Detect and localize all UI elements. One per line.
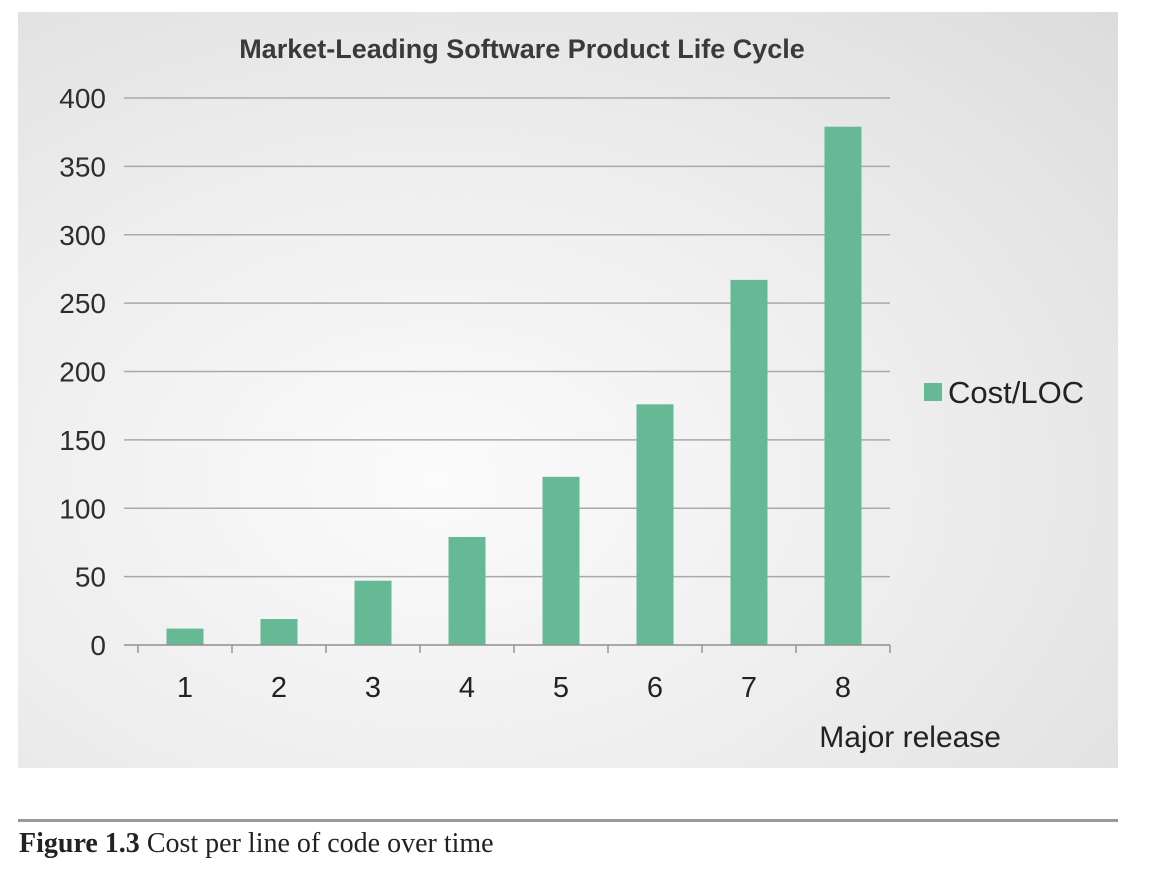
y-axis-tick-labels: 0 50 100 150 200 250 300 350 400 bbox=[59, 83, 106, 661]
legend-swatch-cost-loc bbox=[924, 383, 942, 401]
x-tick-label: 1 bbox=[177, 672, 193, 704]
x-tick-label: 2 bbox=[271, 672, 287, 704]
y-tick-label: 50 bbox=[75, 562, 106, 593]
legend-label-cost-loc: Cost/LOC bbox=[948, 375, 1084, 410]
bar-release-5 bbox=[542, 476, 580, 645]
bar-release-1 bbox=[166, 628, 204, 645]
x-axis bbox=[124, 644, 891, 653]
y-tick-label: 0 bbox=[90, 630, 106, 661]
bars bbox=[166, 126, 862, 645]
bar-release-6 bbox=[636, 404, 674, 645]
y-tick-label: 200 bbox=[59, 357, 106, 388]
x-axis-title: Major release bbox=[819, 721, 1001, 754]
x-axis-tick-labels: 1 2 3 4 5 6 7 8 bbox=[177, 672, 851, 704]
y-tick-label: 350 bbox=[59, 151, 106, 182]
bar-release-7 bbox=[730, 279, 768, 645]
figure-caption: Figure 1.3 Cost per line of code over ti… bbox=[19, 828, 494, 860]
x-tick-label: 8 bbox=[835, 672, 851, 704]
chart-panel: Market-Leading Software Product Life Cyc… bbox=[18, 12, 1118, 768]
y-tick-label: 250 bbox=[59, 288, 106, 319]
y-tick-label: 100 bbox=[59, 493, 106, 524]
gridlines bbox=[124, 97, 890, 578]
bar-release-4 bbox=[448, 536, 486, 645]
figure-caption-text: Cost per line of code over time bbox=[146, 828, 494, 859]
bar-release-2 bbox=[260, 619, 298, 645]
legend: Cost/LOC bbox=[924, 375, 1084, 410]
x-tick-label: 7 bbox=[741, 672, 757, 704]
figure-caption-label: Figure 1.3 bbox=[19, 828, 140, 859]
caption-divider bbox=[18, 819, 1118, 822]
y-tick-label: 400 bbox=[59, 83, 106, 114]
chart-title: Market-Leading Software Product Life Cyc… bbox=[239, 34, 805, 64]
y-tick-label: 150 bbox=[59, 425, 106, 456]
x-tick-label: 3 bbox=[365, 672, 381, 704]
bar-chart: Market-Leading Software Product Life Cyc… bbox=[59, 34, 1084, 754]
bar-release-8 bbox=[824, 126, 862, 645]
y-tick-label: 300 bbox=[59, 220, 106, 251]
x-tick-label: 6 bbox=[647, 672, 663, 704]
bar-release-3 bbox=[354, 580, 392, 645]
x-tick-label: 4 bbox=[459, 672, 475, 704]
x-tick-label: 5 bbox=[553, 672, 569, 704]
